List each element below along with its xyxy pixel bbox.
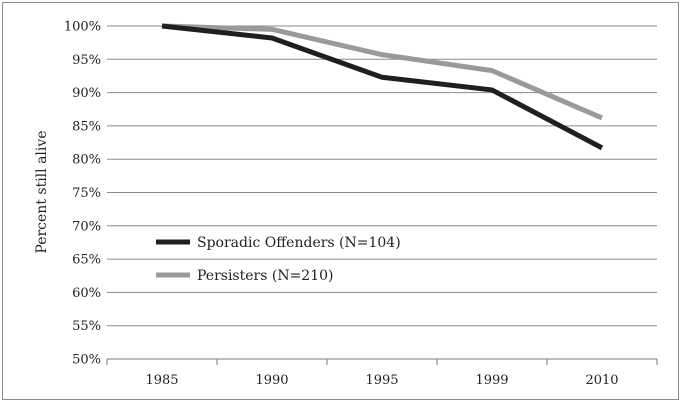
chart-frame <box>2 2 679 400</box>
x-tick-labels: 1985 1990 1995 1999 2010 <box>106 359 658 388</box>
y-tick-label: 100% <box>64 20 101 35</box>
y-axis-title: Percent still alive <box>34 130 50 253</box>
legend: Sporadic Offenders (N=104) Persisters (N=… <box>156 235 401 284</box>
y-tick-label: 80% <box>72 153 101 168</box>
x-tick-label: 1995 <box>365 373 398 388</box>
y-tick-label: 50% <box>72 353 101 368</box>
y-tick-label: 70% <box>72 219 101 234</box>
x-tick-label: 1985 <box>145 373 178 388</box>
y-tick-label: 75% <box>72 186 101 201</box>
series-line <box>161 23 603 121</box>
y-tick-label: 55% <box>72 319 101 334</box>
y-tick-label: 95% <box>72 53 101 68</box>
y-tick-label: 65% <box>72 253 101 268</box>
legend-label: Persisters (N=210) <box>197 268 333 284</box>
series-line <box>161 23 604 151</box>
series-lines <box>161 23 604 151</box>
y-tick-label: 85% <box>72 119 101 134</box>
x-tick-label: 1999 <box>475 373 508 388</box>
x-tick-label: 1990 <box>255 373 288 388</box>
y-tick-labels: 50% 55% 60% 65% 70% 75% 80% 85% 90% 95% 100% <box>64 20 101 368</box>
y-tick-label: 60% <box>72 286 101 301</box>
y-tick-label: 90% <box>72 86 101 101</box>
legend-label: Sporadic Offenders (N=104) <box>197 235 401 251</box>
x-tick-label: 2010 <box>585 373 618 388</box>
gridlines <box>107 25 657 327</box>
